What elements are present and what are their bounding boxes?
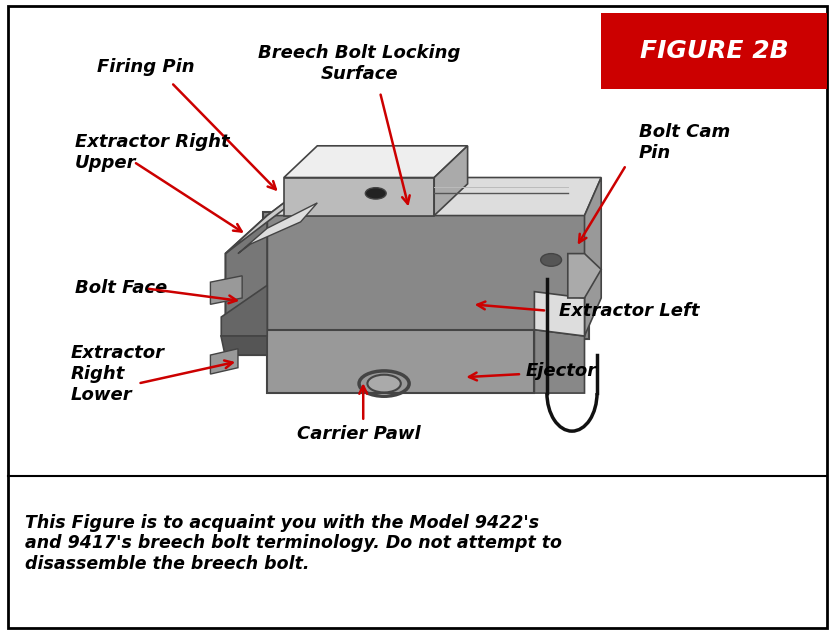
Text: Ejector: Ejector xyxy=(526,362,597,380)
Polygon shape xyxy=(568,254,601,298)
Ellipse shape xyxy=(367,375,401,392)
Polygon shape xyxy=(238,203,317,254)
Text: FIGURE 2B: FIGURE 2B xyxy=(640,39,788,63)
FancyBboxPatch shape xyxy=(8,6,827,628)
Polygon shape xyxy=(284,146,468,178)
Polygon shape xyxy=(584,178,601,336)
Polygon shape xyxy=(534,330,584,393)
Text: Bolt Face: Bolt Face xyxy=(75,280,167,297)
Text: Firing Pin: Firing Pin xyxy=(98,58,195,75)
Text: Extractor Left: Extractor Left xyxy=(559,302,700,320)
Polygon shape xyxy=(267,178,601,216)
Text: Extractor Right
Upper: Extractor Right Upper xyxy=(75,133,230,172)
Polygon shape xyxy=(210,349,238,374)
Polygon shape xyxy=(434,146,468,216)
Polygon shape xyxy=(225,178,317,254)
FancyBboxPatch shape xyxy=(601,13,827,89)
Ellipse shape xyxy=(366,188,386,199)
Text: Extractor
Right
Lower: Extractor Right Lower xyxy=(71,344,165,404)
Text: Bolt Cam
Pin: Bolt Cam Pin xyxy=(639,123,730,162)
Text: This Figure is to acquaint you with the Model 9422's
and 9417's breech bolt term: This Figure is to acquaint you with the … xyxy=(25,514,562,573)
Polygon shape xyxy=(221,336,267,355)
Polygon shape xyxy=(225,216,267,355)
Ellipse shape xyxy=(541,254,561,266)
Polygon shape xyxy=(210,276,242,304)
Polygon shape xyxy=(221,285,267,336)
Polygon shape xyxy=(534,292,584,336)
Text: Carrier Pawl: Carrier Pawl xyxy=(297,425,421,443)
FancyBboxPatch shape xyxy=(263,212,589,339)
FancyBboxPatch shape xyxy=(267,330,534,393)
Text: Breech Bolt Locking
Surface: Breech Bolt Locking Surface xyxy=(258,44,460,83)
FancyBboxPatch shape xyxy=(284,178,434,216)
